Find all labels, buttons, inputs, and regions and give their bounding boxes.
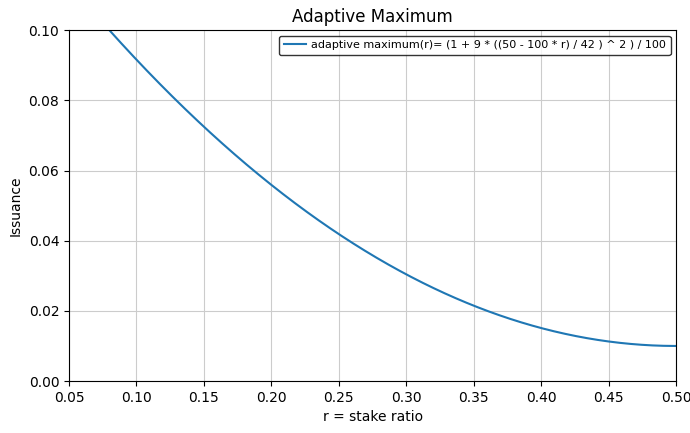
Line: adaptive maximum(r)= (1 + 9 * ((50 - 100 * r) / 42 ) ^ 2 ) / 100: adaptive maximum(r)= (1 + 9 * ((50 - 100… (69, 0, 676, 346)
adaptive maximum(r)= (1 + 9 * ((50 - 100 * r) / 42 ) ^ 2 ) / 100 (127, 51, 135, 56)
X-axis label: r = stake ratio: r = stake ratio (322, 410, 423, 424)
adaptive maximum(r)= (1 + 9 * ((50 - 100 * r) / 42 ) ^ 2 ) / 100 (672, 343, 680, 349)
adaptive maximum(r)= (1 + 9 * ((50 - 100 * r) / 42 ) ^ 2 ) / 100 (310, 215, 319, 220)
Y-axis label: Issuance: Issuance (9, 175, 23, 236)
adaptive maximum(r)= (1 + 9 * ((50 - 100 * r) / 42 ) ^ 2 ) / 100 (538, 326, 546, 331)
Legend: adaptive maximum(r)= (1 + 9 * ((50 - 100 * r) / 42 ) ^ 2 ) / 100: adaptive maximum(r)= (1 + 9 * ((50 - 100… (279, 36, 671, 55)
adaptive maximum(r)= (1 + 9 * ((50 - 100 * r) / 42 ) ^ 2 ) / 100 (549, 329, 558, 334)
adaptive maximum(r)= (1 + 9 * ((50 - 100 * r) / 42 ) ^ 2 ) / 100 (333, 230, 341, 235)
Title: Adaptive Maximum: Adaptive Maximum (293, 8, 453, 26)
adaptive maximum(r)= (1 + 9 * ((50 - 100 * r) / 42 ) ^ 2 ) / 100 (482, 308, 490, 313)
